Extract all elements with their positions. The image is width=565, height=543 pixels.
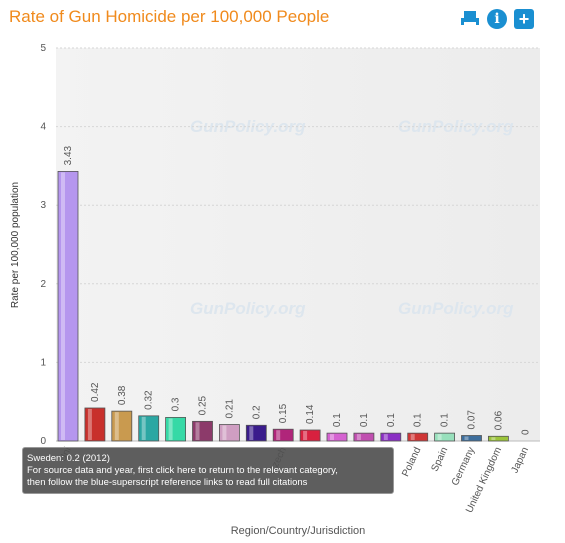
- x-tick-label: Spain: [430, 446, 451, 474]
- bar-highlight: [276, 430, 281, 440]
- data-label: 0.1: [440, 413, 451, 427]
- printer-icon: [461, 11, 479, 25]
- data-label: 0.25: [198, 395, 209, 415]
- bar-highlight: [464, 436, 469, 440]
- data-label: 0.1: [359, 413, 370, 427]
- data-label: 0.1: [332, 413, 343, 427]
- tooltip[interactable]: Sweden: 0.2 (2012) For source data and y…: [22, 447, 394, 494]
- tooltip-title: Sweden: 0.2 (2012): [27, 453, 110, 464]
- bar-highlight: [222, 425, 227, 440]
- bar[interactable]: [272, 428, 294, 442]
- bar[interactable]: [111, 410, 133, 442]
- data-label: 0.38: [117, 385, 128, 405]
- x-tick-label: Germany: [450, 446, 477, 488]
- bar-highlight: [383, 434, 388, 440]
- chart-title: Rate of Gun Homicide per 100,000 People: [9, 7, 330, 26]
- add-button[interactable]: +: [514, 9, 534, 29]
- data-label: 0: [520, 429, 531, 435]
- bar-highlight: [114, 412, 119, 440]
- tooltip-line: then follow the blue-superscript referen…: [27, 477, 308, 488]
- bar[interactable]: [461, 435, 482, 442]
- data-label: 0.2: [251, 405, 262, 419]
- bar[interactable]: [326, 432, 348, 442]
- bar-highlight: [141, 416, 146, 440]
- y-tick-label: 4: [40, 122, 46, 133]
- bar[interactable]: [299, 429, 321, 442]
- y-tick-label: 1: [40, 357, 46, 368]
- bar[interactable]: [487, 435, 509, 442]
- info-button[interactable]: i: [487, 9, 507, 29]
- bar-highlight: [303, 430, 308, 440]
- plus-icon: +: [518, 9, 530, 29]
- bar[interactable]: [245, 424, 267, 442]
- bar[interactable]: [84, 407, 106, 442]
- plot-area: [56, 48, 540, 441]
- y-tick-label: 0: [40, 436, 46, 447]
- x-tick-label: Poland: [400, 446, 423, 479]
- bar-highlight: [356, 434, 361, 440]
- watermark: GunPolicy.org: [190, 299, 306, 318]
- data-label: 0.07: [467, 410, 478, 430]
- x-axis-label: Region/Country/Jurisdiction: [231, 525, 366, 537]
- bar-highlight: [410, 434, 415, 440]
- bar[interactable]: [380, 432, 402, 442]
- data-label: 0.15: [278, 403, 289, 423]
- bar[interactable]: [138, 415, 160, 442]
- bar-highlight: [61, 172, 65, 441]
- data-label: 0.1: [386, 413, 397, 427]
- data-label: 0.06: [493, 410, 504, 430]
- data-label: 0.3: [171, 397, 182, 411]
- x-tick-label: Japan: [510, 446, 531, 475]
- data-label: 0.32: [144, 390, 155, 410]
- data-label: 0.1: [413, 413, 424, 427]
- watermark: GunPolicy.org: [398, 299, 514, 318]
- bar-highlight: [437, 434, 442, 440]
- bar[interactable]: [57, 171, 79, 442]
- bar[interactable]: [218, 424, 240, 442]
- bar[interactable]: [165, 417, 187, 442]
- info-icon: i: [494, 11, 500, 27]
- bar[interactable]: [353, 432, 375, 442]
- y-axis-label: Rate per 100,000 population: [10, 182, 21, 308]
- bar[interactable]: [434, 432, 456, 442]
- data-label: 3.43: [63, 146, 74, 166]
- bar-highlight: [87, 408, 92, 440]
- data-label: 0.42: [90, 382, 101, 402]
- bar[interactable]: [407, 432, 429, 442]
- print-button[interactable]: [460, 9, 480, 29]
- bar-highlight: [195, 422, 200, 440]
- data-label: 0.21: [224, 399, 235, 419]
- tooltip-line: For source data and year, first click he…: [27, 465, 338, 476]
- bar-highlight: [330, 434, 334, 440]
- bar-highlight: [491, 437, 496, 440]
- bar-highlight: [249, 426, 254, 440]
- bar[interactable]: [192, 420, 213, 442]
- y-tick-label: 3: [40, 200, 46, 211]
- toolbar: i +: [460, 9, 534, 29]
- bar-highlight: [168, 418, 173, 440]
- y-tick-label: 2: [40, 279, 46, 290]
- data-label: 0.14: [305, 404, 316, 424]
- y-tick-label: 5: [40, 43, 46, 54]
